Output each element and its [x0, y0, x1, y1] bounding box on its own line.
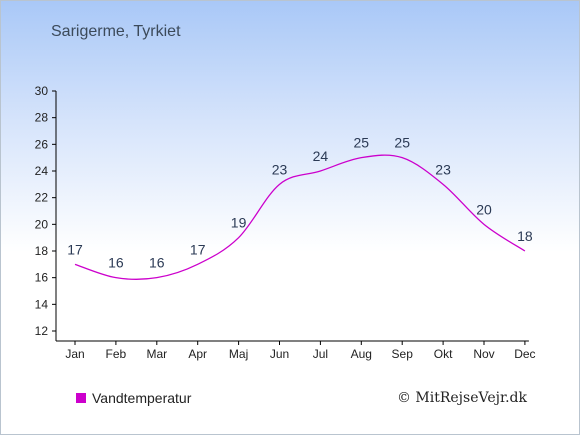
y-tick-label: 20 — [35, 217, 49, 231]
x-tick-label: Jul — [313, 347, 328, 361]
data-label: 23 — [435, 161, 451, 177]
data-labels: 17 16 16 17 19 23 24 25 25 23 20 18 — [67, 135, 533, 271]
x-tick-label: Feb — [106, 347, 127, 361]
legend: Vandtemperatur — [76, 390, 191, 406]
x-tick-label: Maj — [229, 347, 248, 361]
legend-swatch — [76, 393, 86, 403]
data-label: 25 — [394, 135, 410, 151]
x-tick-label: Sep — [392, 347, 414, 361]
x-tick-label: Mar — [146, 347, 167, 361]
y-tick-label: 24 — [35, 164, 49, 178]
data-label: 24 — [313, 148, 329, 164]
axes: 12 14 16 18 20 22 24 26 28 30 Jan Feb Mar Apr Maj Jun Ju… — [35, 84, 536, 361]
x-tick-label: Dec — [514, 347, 535, 361]
data-label: 18 — [517, 228, 533, 244]
data-label: 17 — [67, 241, 83, 257]
y-tick-label: 16 — [35, 271, 49, 285]
y-tick-label: 22 — [35, 191, 49, 205]
data-label: 23 — [272, 161, 288, 177]
chart-title: Sarigerme, Tyrkiet — [51, 23, 181, 40]
x-tick-label: Apr — [188, 347, 207, 361]
data-label: 16 — [108, 255, 124, 271]
x-tick-label: Nov — [473, 347, 494, 361]
y-tick-label: 12 — [35, 324, 49, 338]
data-label: 16 — [149, 255, 165, 271]
x-tick-label: Jan — [65, 347, 84, 361]
data-label: 20 — [476, 201, 492, 217]
data-label: 17 — [190, 241, 206, 257]
x-tick-label: Okt — [434, 347, 453, 361]
x-tick-label: Jun — [270, 347, 289, 361]
series-group — [74, 154, 526, 280]
y-tick-label: 26 — [35, 137, 49, 151]
x-tick-label: Aug — [351, 347, 372, 361]
y-tick-label: 28 — [35, 111, 49, 125]
data-label: 25 — [354, 135, 370, 151]
series-line — [74, 154, 526, 280]
legend-label: Vandtemperatur — [92, 390, 192, 406]
y-tick-label: 30 — [35, 84, 49, 98]
y-tick-label: 14 — [35, 297, 49, 311]
y-tick-label: 18 — [35, 244, 49, 258]
copyright: © MitRejseVejr.dk — [396, 390, 527, 406]
data-label: 19 — [231, 215, 247, 231]
